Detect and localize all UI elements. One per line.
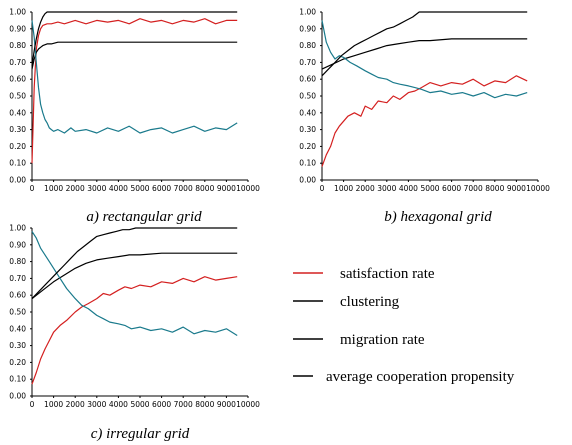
series-line-clustering <box>31 41 238 70</box>
series-line-average-cooperation-propensity <box>31 227 238 300</box>
y-tick-label: 0.10 <box>9 375 26 384</box>
y-tick-label: 0.00 <box>299 176 316 185</box>
y-tick-label: 0.10 <box>299 159 316 168</box>
caption-irregular-grid: c) irregular grid <box>91 426 190 442</box>
y-tick-label: 0.00 <box>9 176 26 185</box>
legend: satisfaction rate clustering migration r… <box>293 266 515 385</box>
x-tick-label: 6000 <box>442 184 461 193</box>
panel-hexagonal-grid: 0.00 0.10 0.20 0.30 0.40 0.50 0.60 0.70 0.80 0.90… <box>299 8 550 194</box>
legend-label-migration-rate: migration rate <box>340 332 425 348</box>
series-line-satisfaction-rate <box>31 18 238 164</box>
x-tick-label: 10000 <box>236 184 260 193</box>
y-tick-label: 0.40 <box>299 108 316 117</box>
x-tick-label: 6000 <box>152 184 171 193</box>
y-tick-label: 0.30 <box>299 125 316 134</box>
y-tick-label: 0.40 <box>9 324 26 333</box>
series-line-clustering <box>31 252 238 300</box>
y-tick-label: 0.10 <box>9 159 26 168</box>
x-tick-label: 4000 <box>399 184 418 193</box>
y-tick-label: 1.00 <box>9 8 26 17</box>
y-tick-label: 0.30 <box>9 341 26 350</box>
x-tick-label: 2000 <box>66 184 85 193</box>
y-tick-label: 0.50 <box>299 92 316 101</box>
x-tick-label: 3000 <box>87 400 106 409</box>
series-line-clustering <box>321 38 528 70</box>
x-tick-label: 8000 <box>195 400 214 409</box>
x-tick-label: 7000 <box>174 184 193 193</box>
caption-hexagonal-grid: b) hexagonal grid <box>384 209 492 225</box>
series-line-migration-rate <box>31 20 238 134</box>
y-tick-label: 0.20 <box>9 142 26 151</box>
y-tick-label: 0.00 <box>9 392 26 401</box>
y-tick-label: 0.80 <box>9 41 26 50</box>
series-line-migration-rate <box>31 231 238 337</box>
series-line-average-cooperation-propensity <box>31 11 238 66</box>
x-tick-label: 6000 <box>152 400 171 409</box>
x-tick-label: 0 <box>30 184 35 193</box>
series-line-average-cooperation-propensity <box>321 11 528 77</box>
x-tick-label: 9000 <box>507 184 526 193</box>
y-tick-label: 1.00 <box>299 8 316 17</box>
x-tick-label: 5000 <box>420 184 439 193</box>
series-line-satisfaction-rate <box>321 75 528 167</box>
x-tick-label: 5000 <box>130 184 149 193</box>
caption-rectangular-grid: a) rectangular grid <box>86 209 202 225</box>
x-tick-label: 9000 <box>217 184 236 193</box>
y-tick-label: 0.90 <box>9 24 26 33</box>
y-tick-label: 0.20 <box>9 358 26 367</box>
legend-label-clustering: clustering <box>340 294 400 310</box>
y-tick-label: 0.80 <box>299 41 316 50</box>
x-tick-label: 8000 <box>195 184 214 193</box>
y-tick-label: 0.60 <box>9 291 26 300</box>
x-tick-label: 7000 <box>464 184 483 193</box>
x-tick-label: 5000 <box>130 400 149 409</box>
x-tick-label: 10000 <box>236 400 260 409</box>
y-tick-label: 0.50 <box>9 308 26 317</box>
x-tick-label: 4000 <box>109 184 128 193</box>
x-tick-label: 3000 <box>87 184 106 193</box>
legend-label-average-cooperation-propensity: average cooperation propensity <box>326 369 515 385</box>
legend-label-satisfaction-rate: satisfaction rate <box>340 266 435 282</box>
x-tick-label: 7000 <box>174 400 193 409</box>
x-tick-label: 3000 <box>377 184 396 193</box>
x-tick-label: 1000 <box>44 400 63 409</box>
panel-irregular-grid: 0.00 0.10 0.20 0.30 0.40 0.50 0.60 0.70 0.80 0.90… <box>9 224 260 410</box>
x-tick-label: 8000 <box>485 184 504 193</box>
y-tick-label: 0.70 <box>299 58 316 67</box>
x-tick-label: 10000 <box>526 184 550 193</box>
y-tick-label: 0.50 <box>9 92 26 101</box>
y-tick-label: 0.60 <box>299 75 316 84</box>
x-tick-label: 0 <box>30 400 35 409</box>
x-tick-label: 0 <box>320 184 325 193</box>
y-tick-label: 0.40 <box>9 108 26 117</box>
y-tick-label: 0.30 <box>9 125 26 134</box>
y-tick-label: 0.90 <box>9 240 26 249</box>
y-tick-label: 0.70 <box>9 58 26 67</box>
y-tick-label: 0.20 <box>299 142 316 151</box>
series-line-satisfaction-rate <box>31 276 238 385</box>
x-tick-label: 4000 <box>109 400 128 409</box>
y-tick-label: 0.90 <box>299 24 316 33</box>
y-tick-label: 0.60 <box>9 75 26 84</box>
panel-rectangular-grid: 0.00 0.10 0.20 0.30 0.40 0.50 0.60 0.70 0.80 0.90… <box>9 8 260 194</box>
y-tick-label: 0.70 <box>9 274 26 283</box>
y-tick-label: 1.00 <box>9 224 26 233</box>
y-tick-label: 0.80 <box>9 257 26 266</box>
x-tick-label: 1000 <box>44 184 63 193</box>
x-tick-label: 2000 <box>356 184 375 193</box>
x-tick-label: 2000 <box>66 400 85 409</box>
x-tick-label: 1000 <box>334 184 353 193</box>
x-tick-label: 9000 <box>217 400 236 409</box>
